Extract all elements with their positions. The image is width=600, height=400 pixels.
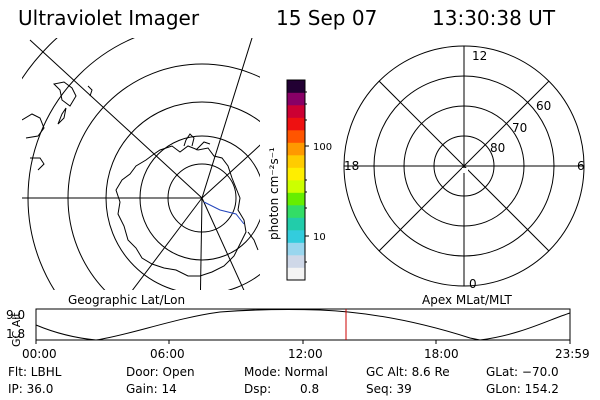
status-seq: Seq: 39 (366, 382, 412, 396)
magnetic-polar-plot (343, 45, 585, 287)
altitude-xtick-1: 06:00 (150, 347, 185, 361)
color-bar-cell (287, 92, 305, 106)
status-glat: GLat: −70.0 (486, 365, 559, 379)
color-bar-cell (287, 192, 305, 206)
mlt-label-18: 18 (344, 159, 359, 173)
status-flt: Flt: LBHL (8, 365, 62, 379)
altitude-ylabel: GC Alt (10, 312, 23, 347)
color-bar: 100 10 photon cm⁻²s⁻¹ (267, 79, 332, 281)
status-ip: IP: 36.0 (8, 382, 54, 396)
mlt-label-0: 0 (469, 277, 477, 291)
right-map-caption: Apex MLat/MLT (422, 293, 512, 307)
altitude-curve (35, 308, 571, 341)
altitude-xtick-4: 23:59 (555, 347, 590, 361)
altitude-plot-frame (35, 308, 571, 341)
australia-coastline (22, 113, 45, 171)
color-bar-cell (287, 255, 305, 268)
status-glon: GLon: 154.2 (486, 382, 559, 396)
color-bar-cells (287, 80, 305, 281)
color-bar-cell (287, 230, 305, 243)
meridian-lines (22, 38, 260, 290)
altitude-xtick-3: 18:00 (424, 347, 459, 361)
new-zealand-coastline (52, 81, 93, 125)
altitude-xtick-0: 00:00 (22, 347, 57, 361)
color-bar-cell (287, 167, 305, 181)
color-bar-cell (287, 80, 305, 93)
mlat-label-80: 80 (490, 141, 505, 155)
color-bar-cell (287, 117, 305, 131)
color-bar-cell (287, 267, 305, 281)
mlt-spokes (344, 46, 584, 286)
altitude-ytick-top: 9.0 (6, 308, 25, 322)
status-dsp-label: Dsp: (244, 382, 272, 396)
mlat-label-60: 60 (536, 99, 551, 113)
color-bar-cell (287, 142, 305, 156)
color-bar-cell (287, 242, 305, 256)
mlt-label-6: 6 (577, 159, 585, 173)
status-mode: Mode: Normal (244, 365, 328, 379)
color-bar-cell (287, 155, 305, 168)
colorbar-tick-10: 10 (313, 232, 326, 243)
time-label: 13:30:38 UT (432, 6, 556, 30)
color-bar-cell (287, 217, 305, 231)
status-gain: Gain: 14 (126, 382, 177, 396)
color-bar-cell (287, 105, 305, 118)
altitude-plot: GC Alt 9.0 1.8 00:00 06:00 12:00 18:00 2… (6, 308, 590, 361)
geographic-map (22, 38, 260, 290)
status-gc-alt: GC Alt: 8.6 Re (366, 365, 450, 379)
color-bar-cell (287, 180, 305, 193)
altitude-xtick-2: 12:00 (288, 347, 323, 361)
mlat-label-70: 70 (512, 121, 527, 135)
mlt-label-12: 12 (472, 49, 487, 63)
color-bar-cell (287, 130, 305, 143)
colorbar-unit-label: photon cm⁻²s⁻¹ (267, 147, 281, 240)
imager-title: Ultraviolet Imager (18, 6, 200, 30)
altitude-ytick-bottom: 1.8 (6, 327, 25, 341)
status-door: Door: Open (126, 365, 195, 379)
center-gap (462, 168, 468, 173)
status-dsp-value: 0.8 (300, 382, 320, 396)
colorbar-tick-100: 100 (313, 142, 332, 153)
date-label: 15 Sep 07 (276, 6, 378, 30)
altitude-x-ticks (35, 340, 571, 344)
antarctica-coastline (115, 133, 247, 277)
color-bar-cell (287, 205, 305, 218)
blue-boundary-line (203, 201, 245, 225)
left-map-caption: Geographic Lat/Lon (68, 293, 185, 307)
south-america-coastline (247, 231, 259, 251)
